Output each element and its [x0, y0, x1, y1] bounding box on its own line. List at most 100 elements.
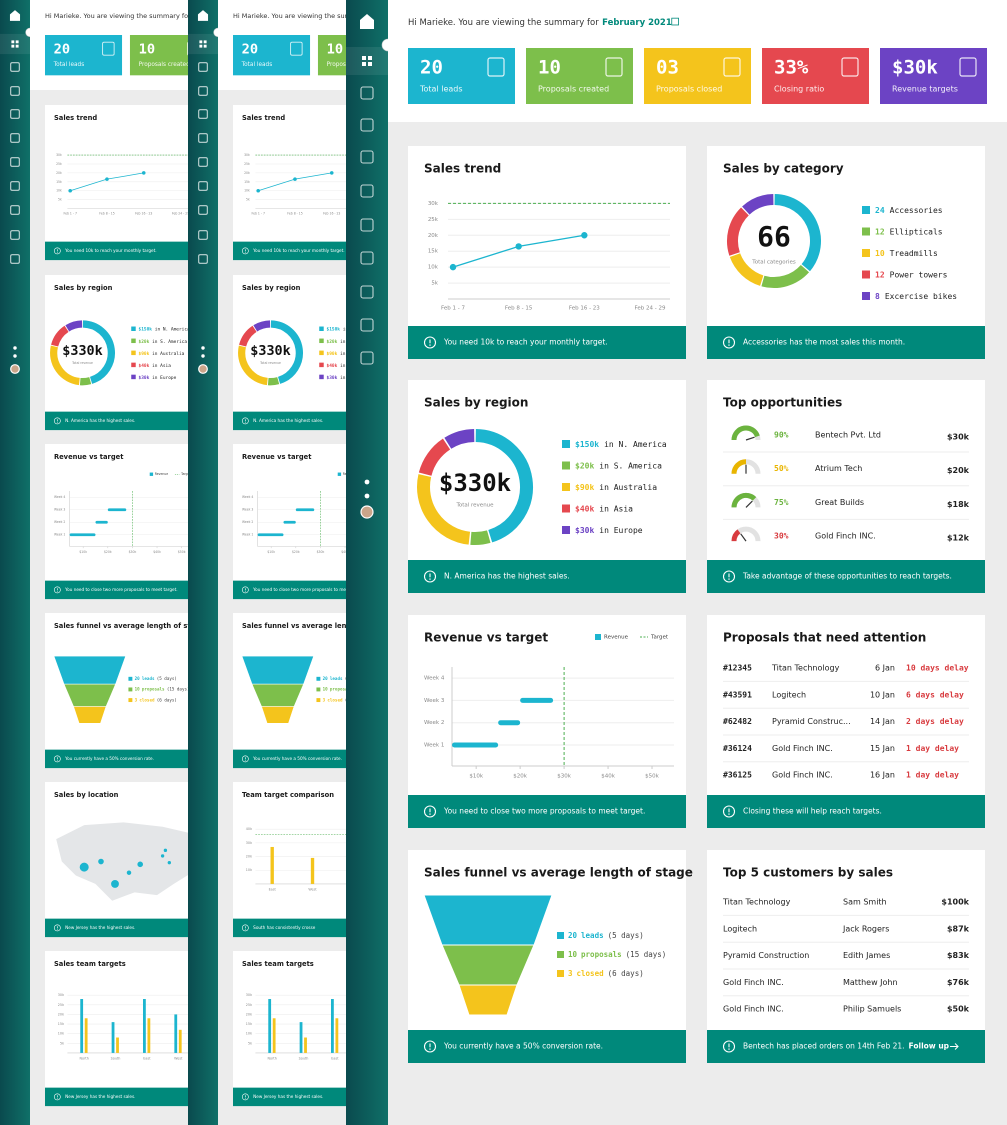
legend-value: $90k: [575, 483, 594, 492]
x-tick-label: Feb 8 - 15: [505, 306, 533, 312]
y-tick-label: 20k: [428, 233, 439, 239]
footer-icon: [53, 417, 61, 425]
logo: [9, 10, 21, 21]
legend-value: $40k: [575, 504, 594, 513]
gauge-fill: [731, 529, 741, 542]
footer-icon: [241, 417, 249, 425]
footer-icon: [241, 586, 249, 594]
footer-icon: [722, 570, 736, 583]
x-tick-label: Feb 8 - 15: [99, 212, 114, 216]
stage-count: 3: [323, 697, 326, 702]
kpi-label: Total leads: [419, 85, 463, 94]
footer-message: You need 10k to reach your monthly targe…: [64, 248, 156, 253]
donut-total: 66: [757, 220, 791, 253]
legend-value: $20k: [139, 338, 150, 344]
footer-text: Accessories has the most sales this mont…: [743, 338, 905, 347]
logo: [360, 14, 374, 29]
legend-name: in S. America: [152, 338, 187, 344]
delay: 1 day delay: [906, 771, 959, 780]
card: Revenue vs target You need to close two m…: [45, 444, 201, 600]
card-footer: [408, 1030, 686, 1063]
nav-icon: [360, 184, 374, 198]
legend-label: Revenue: [604, 635, 629, 641]
card-content: 90% Bentech Pvt. Ltd $30k 50% Atrium Tech $20…: [723, 425, 970, 543]
card: Sales funnel vs average length of stage Y…: [45, 613, 205, 769]
bar: [331, 999, 334, 1053]
contact: Philip Samuels: [843, 1005, 901, 1014]
nav-icon: [10, 133, 20, 143]
avatar: [360, 505, 374, 519]
legend-value: 10: [875, 249, 885, 258]
legend-value: $90k: [327, 350, 338, 356]
footer-link[interactable]: Follow up: [909, 1042, 950, 1051]
bar: [270, 846, 274, 884]
donut-segment: [267, 377, 280, 386]
donut-segment: [417, 474, 471, 545]
nav-icon: [198, 109, 208, 119]
footer-message: South has consistently crosse: [253, 925, 316, 930]
nav-active: [0, 33, 30, 55]
footer-icon: [53, 247, 61, 255]
legend-entry: $150k in N. America: [575, 440, 667, 449]
kpi-label: Proposals created: [139, 62, 190, 68]
donut-center-label: Total revenue: [71, 361, 93, 365]
footer-text: New Jersey has the highest sales.: [65, 925, 135, 930]
legend-value: $150k: [139, 326, 153, 332]
x-tick-label: Feb 24 - 29: [635, 306, 666, 312]
company: Gold Finch INC.: [815, 532, 876, 541]
company: Great Builds: [815, 498, 864, 507]
legend-value: $30k: [139, 374, 150, 380]
legend-swatch: [562, 504, 570, 513]
bar: [116, 1037, 119, 1053]
footer-text: You currently have a 50% conversion rate…: [443, 1042, 603, 1051]
card-title: Top opportunities: [723, 396, 842, 410]
date: 15 Jan: [870, 744, 895, 753]
legend-swatch: [862, 206, 870, 214]
bar: [147, 1018, 151, 1053]
footer-icon: [423, 1040, 437, 1053]
legend-swatch: [557, 932, 564, 939]
card-bg: [408, 380, 686, 593]
footer-arrow[interactable]: [950, 1043, 959, 1050]
legend-name: in N. America: [604, 440, 667, 449]
footer-text: N. America has the highest sales.: [65, 418, 135, 423]
card: Sales by location New Jersey has the high…: [45, 782, 201, 938]
kpi-label: Revenue targets: [892, 85, 958, 94]
stage-count: 3: [135, 697, 138, 702]
donut-segment: [444, 429, 475, 449]
footer-text: You need 10k to reach your monthly targe…: [252, 248, 344, 253]
card-title: Sales funnel vs average length of stage: [424, 866, 693, 880]
company: Atrium Tech: [815, 464, 862, 473]
bar: [84, 1018, 88, 1053]
card-title: Sales funnel vs average length of stage: [54, 622, 205, 630]
footer-icon: [423, 336, 437, 349]
donut-segment: [239, 325, 257, 347]
card-bg: [707, 146, 985, 359]
card-footer: [707, 326, 985, 359]
delay: 1 day delay: [906, 744, 959, 753]
amount: $12k: [947, 534, 970, 543]
legend-swatch: [131, 326, 136, 331]
footer-message: New Jersey has the highest sales.: [65, 925, 135, 930]
footer-icon: [241, 247, 249, 255]
legend-value: $40k: [139, 362, 150, 368]
map-bubble: [167, 860, 171, 865]
card-title: Sales trend: [242, 114, 285, 122]
revenue-bar: [295, 508, 315, 512]
footer-text: N. America has the highest sales.: [253, 418, 323, 423]
nav-icon: [198, 181, 208, 191]
card-title: Sales by location: [54, 791, 119, 799]
y-tick-label: Week 4: [424, 676, 445, 682]
legend-value: $90k: [139, 350, 150, 356]
map-bubble: [111, 880, 119, 888]
card-title: Sales team targets: [54, 960, 126, 968]
legend-name: in Europe: [152, 374, 177, 380]
company: Logitech: [772, 690, 806, 699]
bar: [178, 1029, 182, 1053]
kpi-value: 20: [242, 41, 258, 57]
donut-center-label: Total revenue: [455, 503, 494, 509]
x-tick-label: East: [331, 1057, 339, 1061]
footer-icon: [56, 759, 58, 761]
x-tick-label: North: [79, 1057, 88, 1061]
